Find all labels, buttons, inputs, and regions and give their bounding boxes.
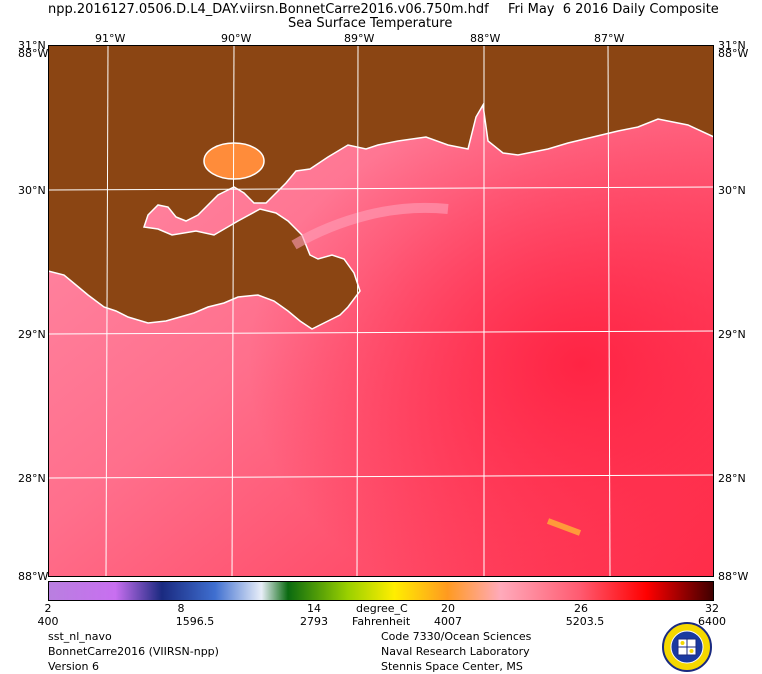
footer-product-code: sst_nl_navo	[48, 630, 112, 643]
graticule	[48, 45, 714, 577]
mississippi-sound-shelf	[291, 202, 449, 250]
colorbar-gradient	[49, 582, 713, 600]
lat-label-30n-left: 30°N	[18, 184, 46, 197]
colorbar	[48, 581, 714, 601]
footer-location: Stennis Space Center, MS	[381, 660, 523, 673]
corner-label-top-left: 31°N	[18, 39, 46, 52]
lon-label-89w: 89°W	[344, 32, 375, 45]
colorbar-c-tick-4: 26	[574, 602, 588, 615]
corner-label-top-right: 31°N	[718, 39, 746, 52]
lon-label-91w: 91°W	[95, 32, 126, 45]
filename-title: npp.2016127.0506.D.L4_DAY.viirsn.BonnetC…	[48, 2, 489, 17]
colorbar-unit-celsius: degree_C	[356, 602, 408, 615]
lat-label-29n-left: 29°N	[18, 328, 46, 341]
nrl-seal-logo	[662, 622, 712, 672]
lat-label-30n-right: 30°N	[718, 184, 746, 197]
corner-label-bottom-left: 88°W	[18, 570, 49, 583]
colorbar-c-tick-3: 20	[441, 602, 455, 615]
colorbar-f-tick-3: 4007	[434, 615, 462, 628]
corner-label-bottom-right: 88°W	[718, 570, 749, 583]
lon-label-88w: 88°W	[470, 32, 501, 45]
colorbar-f-tick-4: 5203.5	[565, 615, 605, 628]
land-area	[48, 45, 714, 330]
colorbar-f-tick-0: 400	[37, 615, 59, 628]
lon-label-87w: 87°W	[594, 32, 625, 45]
footer-code: Code 7330/Ocean Sciences	[381, 630, 532, 643]
corner-label-top-right-lon: 88°W	[718, 47, 749, 60]
lat-label-29n-right: 29°N	[718, 328, 746, 341]
colorbar-unit-fahrenheit: Fahrenheit	[352, 615, 411, 628]
corner-label-top-left-lon: 88°W	[18, 47, 49, 60]
warm-plume-strip	[546, 518, 582, 536]
lon-label-90w: 90°W	[221, 32, 252, 45]
lat-label-28n-left: 28°N	[18, 472, 46, 485]
colorbar-c-tick-5: 32	[705, 602, 719, 615]
footer-version: Version 6	[48, 660, 99, 673]
lat-label-28n-right: 28°N	[718, 472, 746, 485]
footer-region: BonnetCarre2016 (VIIRSN-npp)	[48, 645, 219, 658]
product-title: Sea Surface Temperature	[288, 16, 453, 31]
colorbar-c-tick-1: 8	[177, 602, 185, 615]
colorbar-c-tick-2: 14	[307, 602, 321, 615]
colorbar-f-tick-1: 1596.5	[175, 615, 215, 628]
sst-map	[48, 45, 714, 577]
colorbar-f-tick-2: 2793	[300, 615, 328, 628]
colorbar-c-tick-0: 2	[44, 602, 52, 615]
date-title: Fri May 6 2016 Daily Composite	[508, 2, 719, 17]
footer-lab: Naval Research Laboratory	[381, 645, 530, 658]
colorbar-f-tick-5: 6400	[698, 615, 726, 628]
